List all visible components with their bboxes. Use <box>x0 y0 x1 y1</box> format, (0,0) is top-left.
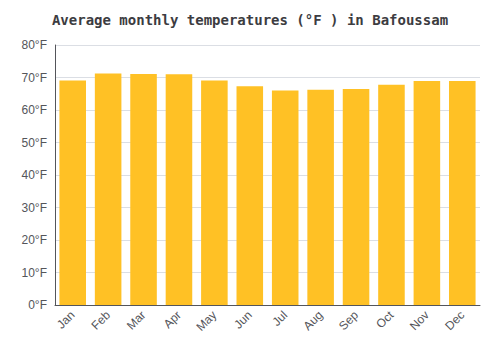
svg-text:Oct: Oct <box>373 308 397 332</box>
svg-text:10°F: 10°F <box>22 266 47 280</box>
svg-text:Jan: Jan <box>54 308 78 332</box>
svg-text:Sep: Sep <box>336 308 361 333</box>
svg-text:70°F: 70°F <box>22 71 47 85</box>
svg-text:Feb: Feb <box>89 308 114 333</box>
svg-text:Aug: Aug <box>301 308 326 333</box>
svg-text:Jul: Jul <box>269 308 290 329</box>
svg-text:0°F: 0°F <box>28 298 47 312</box>
svg-text:Dec: Dec <box>442 308 467 333</box>
svg-text:40°F: 40°F <box>22 168 47 182</box>
svg-text:60°F: 60°F <box>22 103 47 117</box>
svg-text:Nov: Nov <box>407 308 432 333</box>
svg-text:Apr: Apr <box>161 308 184 331</box>
svg-text:30°F: 30°F <box>22 201 47 215</box>
svg-text:May: May <box>193 308 219 334</box>
svg-text:80°F: 80°F <box>22 38 47 52</box>
svg-text:Mar: Mar <box>124 308 149 332</box>
svg-text:20°F: 20°F <box>22 233 47 247</box>
svg-text:Average monthly temperatures (: Average monthly temperatures (°F ) in Ba… <box>52 12 448 28</box>
svg-text:50°F: 50°F <box>22 136 47 150</box>
svg-text:Jun: Jun <box>231 308 255 332</box>
